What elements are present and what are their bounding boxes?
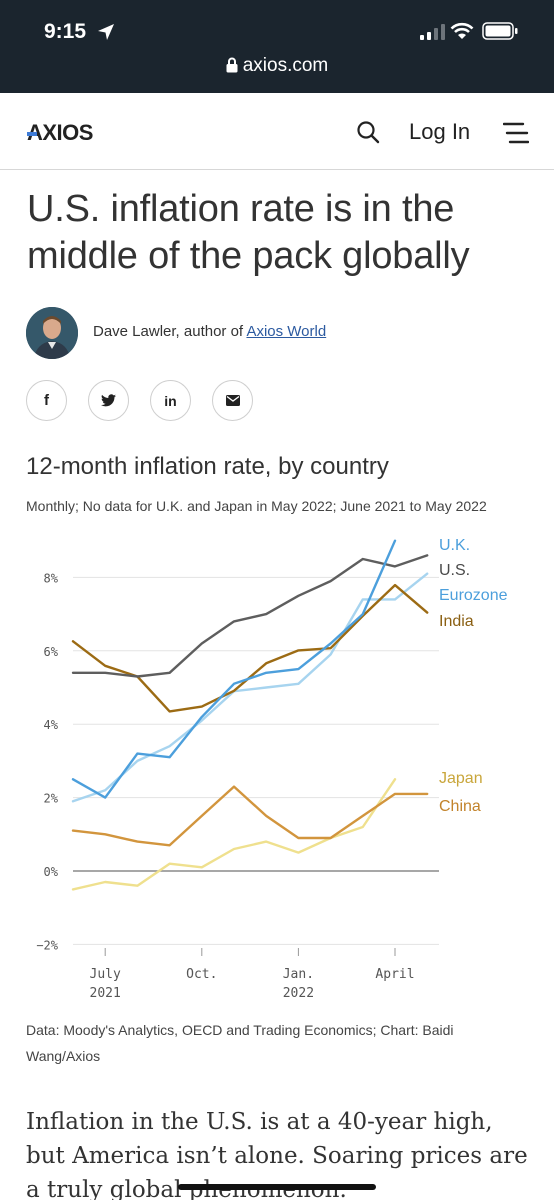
share-twitter-button[interactable] bbox=[88, 380, 129, 421]
y-tick-label: 6% bbox=[44, 645, 59, 659]
series-label-china: China bbox=[439, 798, 481, 815]
chart-subtitle: Monthly; No data for U.K. and Japan in M… bbox=[26, 498, 487, 514]
chart-title: 12-month inflation rate, by country bbox=[26, 453, 389, 480]
address-bar[interactable]: axios.com bbox=[0, 55, 554, 77]
share-facebook-button[interactable]: f bbox=[26, 380, 67, 421]
axios-logo[interactable]: AXIOS bbox=[27, 120, 111, 144]
x-tick-label: April bbox=[375, 967, 414, 982]
inflation-line-chart: −2% 0% 2% 4% 6% 8% July 2021 Oct. Jan. 2022 April U.… bbox=[36, 537, 508, 1001]
author-byline: Dave Lawler, author of Axios World bbox=[93, 323, 326, 340]
url-text: axios.com bbox=[242, 55, 329, 76]
avatar-photo bbox=[26, 307, 78, 359]
author-avatar[interactable] bbox=[26, 307, 78, 359]
author-prefix: Dave Lawler, author of bbox=[93, 323, 247, 340]
cellular-signal-icon bbox=[420, 24, 445, 40]
article-headline: U.S. inflation rate is in the middle of … bbox=[27, 188, 470, 277]
home-indicator bbox=[178, 1184, 376, 1190]
series-line-china bbox=[71, 785, 429, 847]
facebook-icon: f bbox=[44, 392, 49, 409]
x-tick-label: July bbox=[90, 967, 121, 982]
author-newsletter-link[interactable]: Axios World bbox=[246, 323, 327, 340]
x-tick-label: 2021 bbox=[90, 986, 121, 1001]
lock-icon bbox=[226, 57, 238, 73]
series-label-india: India bbox=[439, 613, 474, 630]
series-label-eurozone: Eurozone bbox=[439, 587, 508, 604]
menu-icon[interactable] bbox=[503, 122, 529, 144]
share-linkedin-button[interactable]: in bbox=[150, 380, 191, 421]
battery-icon bbox=[482, 22, 518, 40]
series-label-uk: U.K. bbox=[439, 537, 470, 554]
x-tick-label: 2022 bbox=[283, 986, 314, 1001]
logo-text: AXIOS bbox=[27, 120, 93, 144]
series-line-us bbox=[71, 554, 429, 678]
x-tick-label: Jan. bbox=[283, 967, 314, 982]
series-label-japan: Japan bbox=[439, 770, 483, 787]
site-header: AXIOS Log In bbox=[0, 93, 554, 170]
y-tick-label: 8% bbox=[44, 571, 59, 585]
location-arrow-icon bbox=[98, 24, 114, 40]
email-icon bbox=[225, 395, 240, 406]
status-bar: 9:15 axios.com bbox=[0, 0, 554, 93]
wifi-icon bbox=[450, 22, 474, 39]
y-tick-label: −2% bbox=[36, 938, 58, 952]
y-tick-label: 2% bbox=[44, 792, 59, 806]
status-time: 9:15 bbox=[44, 20, 87, 43]
y-tick-label: 4% bbox=[44, 718, 59, 732]
chart-source-note: Data: Moody's Analytics, OECD and Tradin… bbox=[26, 1022, 454, 1064]
search-icon[interactable] bbox=[356, 120, 380, 144]
x-tick-label: Oct. bbox=[186, 967, 217, 982]
share-email-button[interactable] bbox=[212, 380, 253, 421]
series-line-japan bbox=[71, 778, 397, 891]
series-label-us: U.S. bbox=[439, 562, 470, 579]
series-line-uk bbox=[71, 539, 397, 799]
y-tick-label: 0% bbox=[44, 865, 59, 879]
linkedin-icon: in bbox=[164, 392, 177, 409]
twitter-icon bbox=[101, 394, 116, 407]
login-link[interactable]: Log In bbox=[409, 119, 471, 144]
series-line-india bbox=[71, 583, 429, 713]
